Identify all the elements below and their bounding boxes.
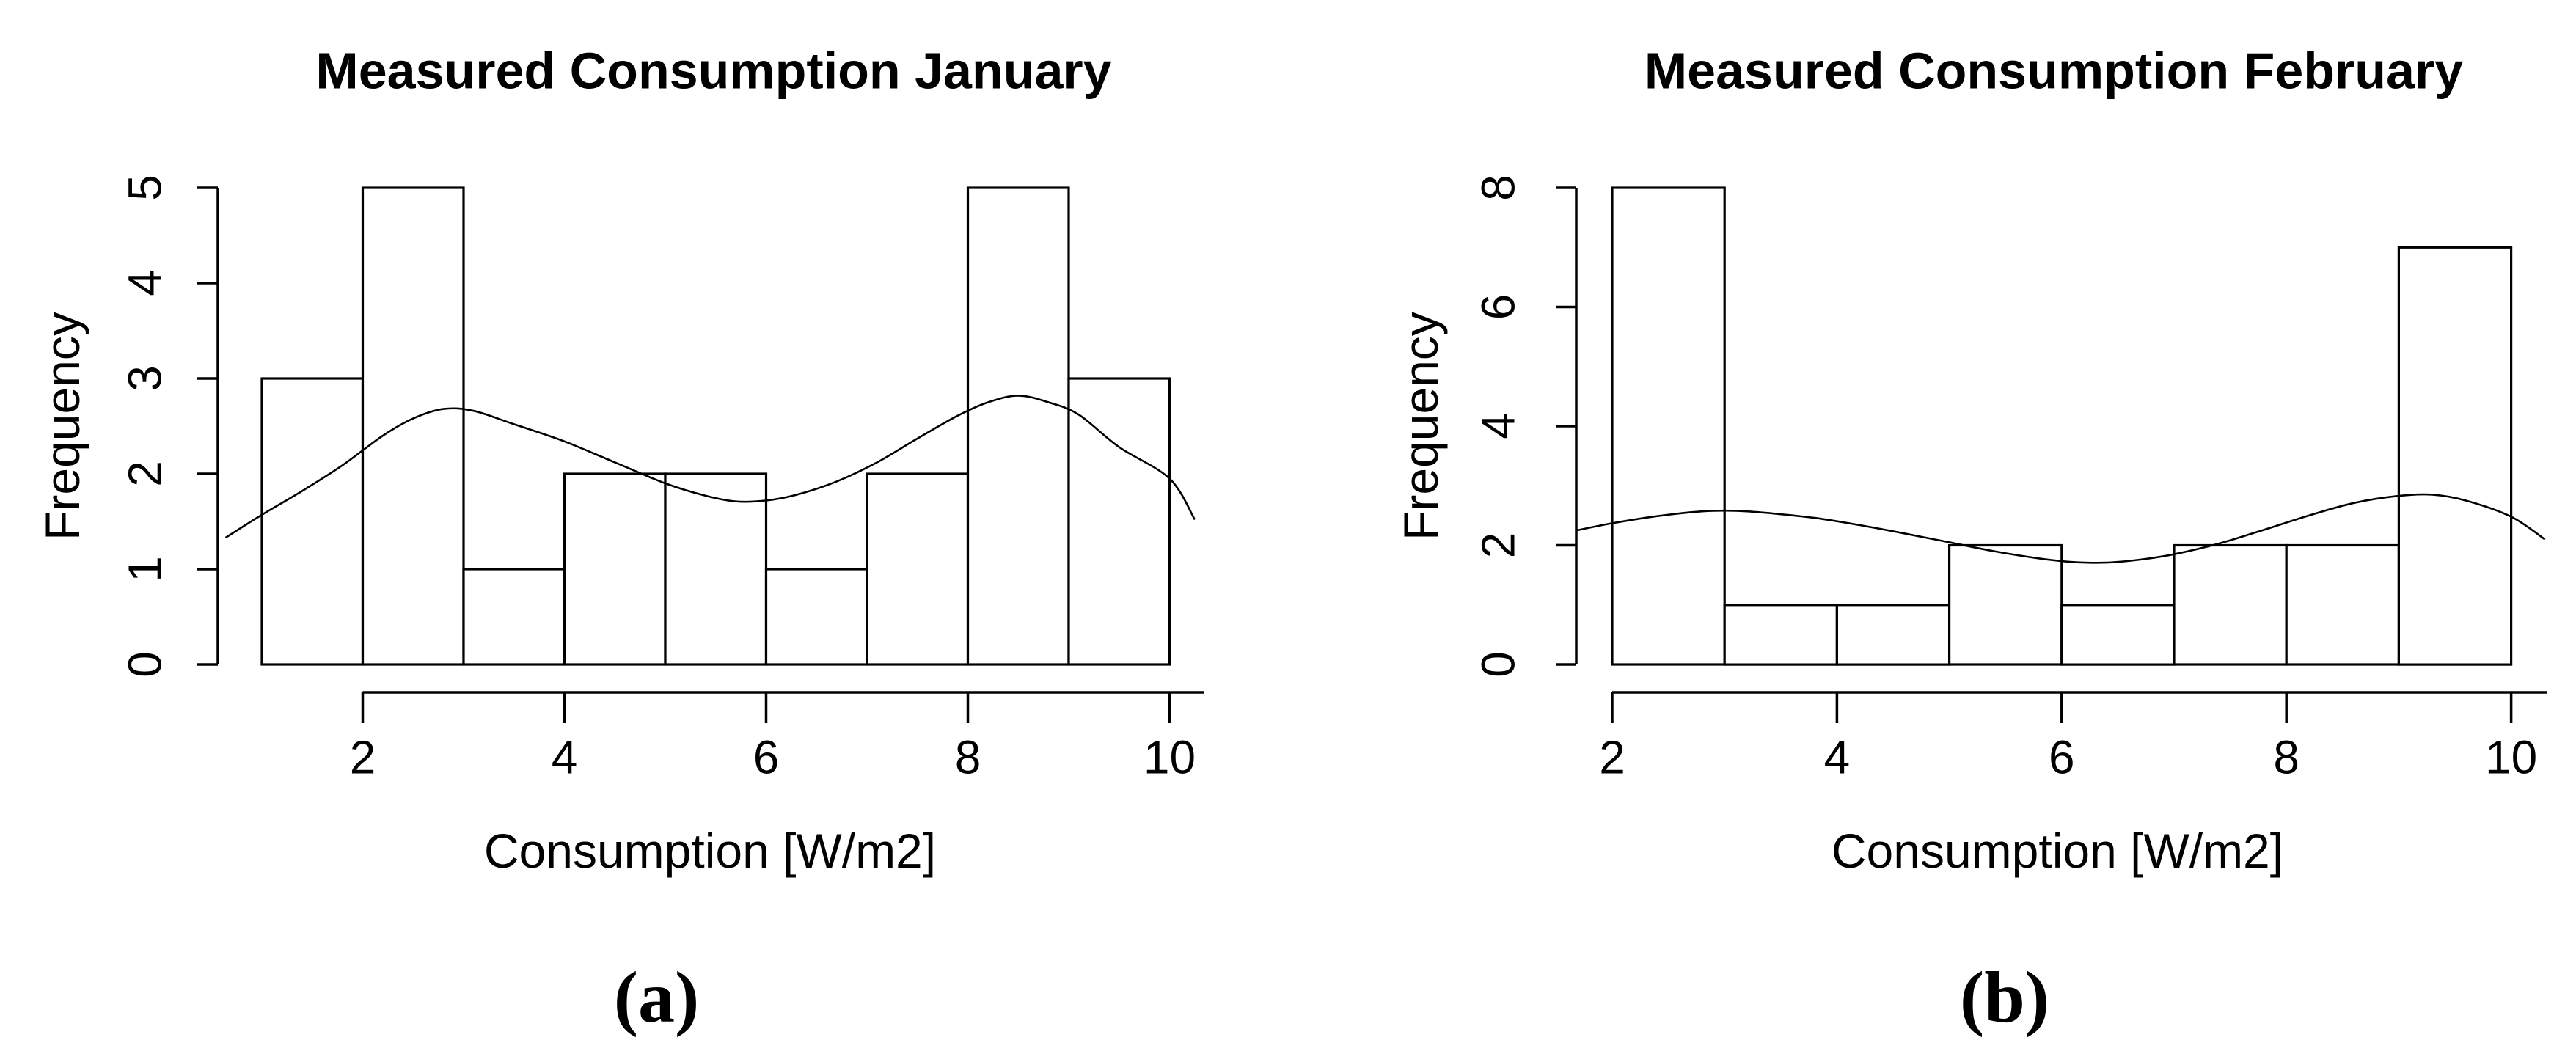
histogram-bar: [1835, 604, 1951, 666]
y-tick-label: 6: [1471, 294, 1524, 321]
y-axis-title: Frequency: [35, 312, 89, 541]
y-tick-label: 2: [1471, 532, 1524, 559]
x-tick-label: 10: [1144, 730, 1196, 783]
x-tick-label: 6: [753, 730, 780, 783]
histogram-bar: [563, 472, 667, 666]
histogram-bar: [764, 568, 868, 666]
x-tick-label: 2: [1599, 730, 1625, 783]
y-axis-title: Frequency: [1394, 312, 1448, 541]
histogram-bar: [866, 472, 970, 666]
y-tick-label: 5: [118, 175, 171, 201]
panel-b: Measured Consumption February 0 2 4 6 8 Freque…: [1288, 0, 2576, 1051]
panel-a: Measured Consumption January 0 1 2 3 4 5 Freque…: [35, 43, 1204, 1038]
x-tick-label: 6: [2049, 730, 2075, 783]
y-tick-label: 0: [1471, 651, 1524, 678]
histogram-bar: [2060, 604, 2176, 666]
x-tick-label: 4: [552, 730, 578, 783]
panel-caption: (b): [1960, 956, 2049, 1038]
y-tick-label: 0: [118, 651, 171, 678]
histogram-bar: [462, 568, 566, 666]
density-curve: [224, 395, 1196, 539]
histogram-bar: [1947, 543, 2063, 666]
y-tick-label: 1: [118, 556, 171, 582]
y-tick-label: 3: [118, 365, 171, 392]
y-tick-label: 8: [1471, 175, 1524, 201]
histogram-chart-february: Measured Consumption February 0 2 4 6 8 Freque…: [1394, 43, 2547, 1038]
histogram-bar: [260, 377, 365, 666]
histogram-bar: [1067, 377, 1171, 666]
x-tick-label: 10: [2485, 730, 2537, 783]
y-tick-label: 2: [118, 461, 171, 487]
x-axis: 2 4 6 8 10: [1599, 691, 2547, 783]
histogram-bar: [361, 186, 465, 666]
x-tick-label: 4: [1824, 730, 1851, 783]
chart-title: Measured Consumption February: [1644, 43, 2463, 100]
histogram-bar: [2285, 543, 2400, 666]
x-axis: 2 4 6 8 10: [350, 691, 1204, 783]
histogram-bar: [1611, 186, 1726, 666]
panel-caption: (a): [614, 956, 700, 1038]
x-tick-label: 2: [350, 730, 376, 783]
x-tick-label: 8: [955, 730, 981, 783]
histogram-bar: [966, 186, 1070, 666]
y-axis: 0 1 2 3 4 5: [118, 175, 219, 678]
histogram-bars: [260, 186, 1171, 666]
histogram-bar: [2397, 246, 2513, 666]
x-axis-title: Consumption [W/m2]: [484, 824, 936, 878]
histogram-bar: [664, 472, 768, 666]
histogram-bar: [2173, 543, 2288, 666]
density-curve: [1576, 493, 2546, 564]
histogram-bars: [1611, 186, 2513, 666]
histogram-chart-january: Measured Consumption January 0 1 2 3 4 5 Freque…: [35, 43, 1204, 1038]
x-tick-label: 8: [2273, 730, 2299, 783]
x-axis-title: Consumption [W/m2]: [1832, 824, 2283, 878]
y-axis: 0 2 4 6 8: [1471, 175, 1578, 678]
histogram-bar: [1723, 604, 1839, 666]
y-tick-label: 4: [1471, 413, 1524, 439]
y-tick-label: 4: [118, 270, 171, 296]
chart-title: Measured Consumption January: [315, 43, 1111, 100]
